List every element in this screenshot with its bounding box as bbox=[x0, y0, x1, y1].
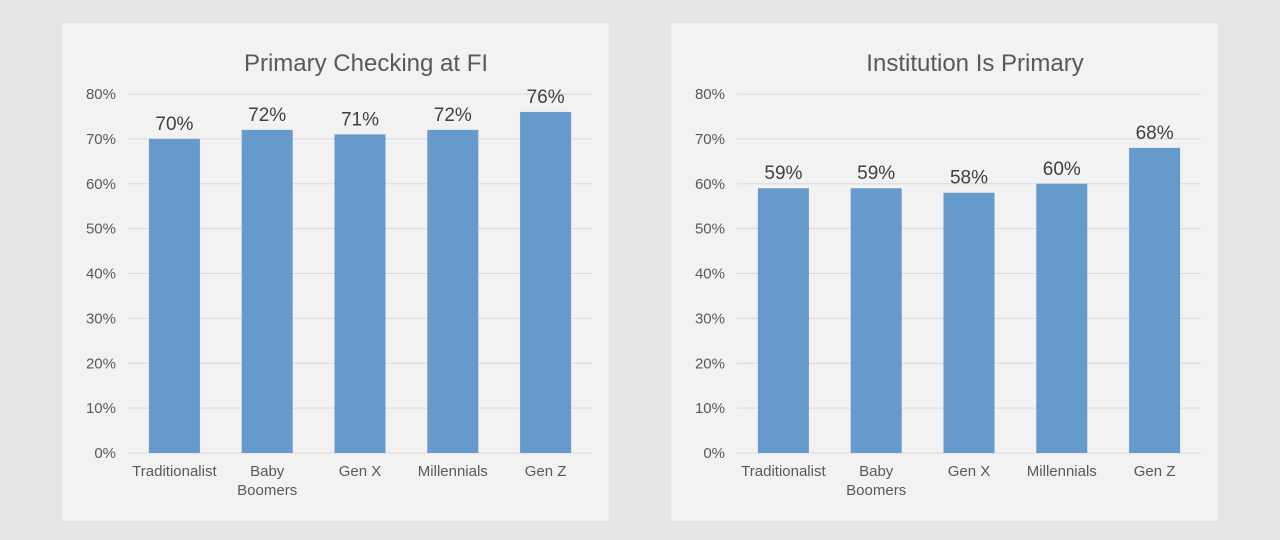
data-label: 70% bbox=[155, 114, 193, 135]
y-tick-label: 30% bbox=[695, 310, 725, 327]
bar-1 bbox=[241, 129, 293, 453]
data-label: 72% bbox=[248, 105, 286, 126]
chart-title: Primary Checking at FI bbox=[244, 50, 488, 77]
y-tick-label: 10% bbox=[86, 400, 116, 417]
data-label: 71% bbox=[341, 109, 379, 130]
y-tick-label: 40% bbox=[695, 266, 725, 283]
y-tick-label: 50% bbox=[695, 221, 725, 238]
y-tick-label: 20% bbox=[86, 355, 116, 372]
x-tick-label: Baby Boomers bbox=[846, 463, 906, 499]
x-tick-label: Traditionalist bbox=[741, 463, 826, 480]
x-tick-label: Millennials bbox=[1027, 463, 1097, 480]
y-tick-label: 10% bbox=[695, 400, 725, 417]
y-tick-label: 0% bbox=[94, 445, 116, 462]
data-label: 76% bbox=[527, 87, 565, 108]
y-tick-label: 60% bbox=[86, 176, 116, 193]
bar-3 bbox=[1036, 183, 1088, 453]
bar-chart-primary-checking: Primary Checking at FI 0% 10% 20% 30% 40% 50% 6… bbox=[86, 50, 592, 499]
x-tick-label: Gen X bbox=[339, 463, 382, 480]
y-tick-label: 0% bbox=[703, 445, 725, 462]
chart-panel-primary-checking: Primary Checking at FI 0% 10% 20% 30% 40% 50% 6… bbox=[62, 23, 609, 521]
y-tick-label: 60% bbox=[695, 176, 725, 193]
data-label: 58% bbox=[950, 168, 988, 189]
bar-3 bbox=[427, 129, 479, 453]
y-tick-label: 80% bbox=[695, 86, 725, 103]
bar-2 bbox=[943, 192, 995, 453]
data-label: 68% bbox=[1136, 123, 1174, 144]
data-label: 59% bbox=[857, 163, 895, 184]
bar-4 bbox=[1129, 147, 1181, 453]
y-tick-label: 70% bbox=[695, 131, 725, 148]
bar-2 bbox=[334, 134, 386, 453]
y-tick-label: 50% bbox=[86, 221, 116, 238]
x-tick-label: Gen Z bbox=[1134, 463, 1176, 480]
y-tick-label: 20% bbox=[695, 355, 725, 372]
data-label: 72% bbox=[434, 105, 472, 126]
bar-0 bbox=[148, 138, 200, 453]
data-label: 59% bbox=[764, 163, 802, 184]
y-tick-label: 70% bbox=[86, 131, 116, 148]
x-tick-label: Gen X bbox=[948, 463, 991, 480]
x-tick-label: Millennials bbox=[418, 463, 488, 480]
x-tick-label: Baby Boomers bbox=[237, 463, 297, 499]
data-label: 60% bbox=[1043, 159, 1081, 180]
y-tick-label: 30% bbox=[86, 310, 116, 327]
y-tick-label: 80% bbox=[86, 86, 116, 103]
bar-0 bbox=[757, 188, 809, 454]
y-tick-label: 40% bbox=[86, 266, 116, 283]
chart-panel-institution-primary: Institution Is Primary 0% 10% 20% 30% 40% 50% 6… bbox=[671, 23, 1218, 521]
x-tick-label: Gen Z bbox=[525, 463, 567, 480]
x-tick-label: Traditionalist bbox=[132, 463, 217, 480]
bar-chart-institution-primary: Institution Is Primary 0% 10% 20% 30% 40% 50% 6… bbox=[695, 50, 1201, 499]
chart-title: Institution Is Primary bbox=[866, 50, 1083, 77]
bar-4 bbox=[520, 111, 572, 453]
bar-1 bbox=[850, 188, 902, 454]
